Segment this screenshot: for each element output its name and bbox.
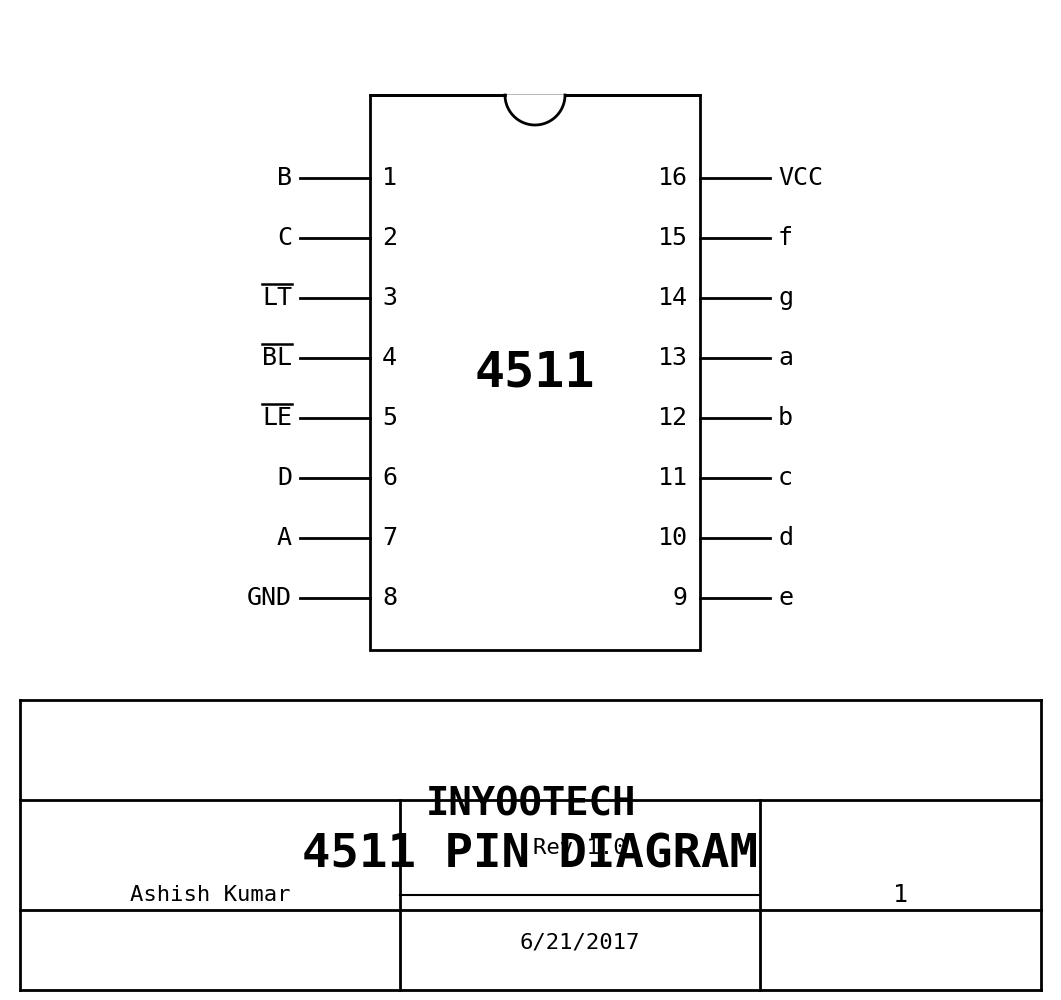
Polygon shape (505, 95, 566, 125)
Text: 4511 PIN DIAGRAM: 4511 PIN DIAGRAM (302, 832, 759, 878)
Text: 14: 14 (658, 286, 688, 310)
Text: 5: 5 (382, 406, 397, 430)
Text: a: a (778, 346, 793, 370)
Text: VCC: VCC (778, 166, 823, 190)
Text: INYOOTECH: INYOOTECH (425, 786, 636, 824)
Text: 2: 2 (382, 226, 397, 250)
Text: LE: LE (262, 406, 292, 430)
Text: 3: 3 (382, 286, 397, 310)
Text: 1: 1 (893, 883, 908, 907)
Text: 4511: 4511 (474, 349, 595, 396)
Text: 6/21/2017: 6/21/2017 (520, 932, 640, 952)
Text: LT: LT (262, 286, 292, 310)
Text: BL: BL (262, 346, 292, 370)
Text: 6: 6 (382, 466, 397, 490)
Text: GND: GND (247, 586, 292, 610)
Text: g: g (778, 286, 793, 310)
Text: C: C (277, 226, 292, 250)
Text: 12: 12 (658, 406, 688, 430)
Text: 15: 15 (658, 226, 688, 250)
Text: 4: 4 (382, 346, 397, 370)
Text: b: b (778, 406, 793, 430)
Text: 11: 11 (658, 466, 688, 490)
Text: 1: 1 (382, 166, 397, 190)
Text: 10: 10 (658, 526, 688, 550)
Text: 16: 16 (658, 166, 688, 190)
Text: 8: 8 (382, 586, 397, 610)
Text: c: c (778, 466, 793, 490)
Text: 7: 7 (382, 526, 397, 550)
Text: B: B (277, 166, 292, 190)
Text: d: d (778, 526, 793, 550)
Text: e: e (778, 586, 793, 610)
Text: 13: 13 (658, 346, 688, 370)
Text: Ashish Kumar: Ashish Kumar (129, 885, 291, 905)
Text: A: A (277, 526, 292, 550)
Bar (370, 95, 700, 650)
Text: f: f (778, 226, 793, 250)
Text: Rev 1.0: Rev 1.0 (534, 838, 627, 857)
Text: D: D (277, 466, 292, 490)
Text: 9: 9 (673, 586, 688, 610)
